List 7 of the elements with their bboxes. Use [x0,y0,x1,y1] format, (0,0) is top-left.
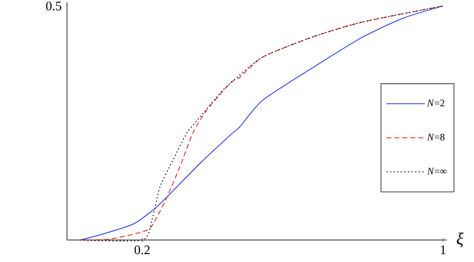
x-axis-title: ξ [456,232,464,248]
x-tick-label: 1 [440,246,446,254]
x-tick-label: 0.2 [134,246,150,254]
legend-label: N=∞ [427,168,447,174]
legend-label: N=8 [427,134,444,140]
text: 0.5 [46,2,62,10]
legend-label: N=2 [427,100,444,106]
